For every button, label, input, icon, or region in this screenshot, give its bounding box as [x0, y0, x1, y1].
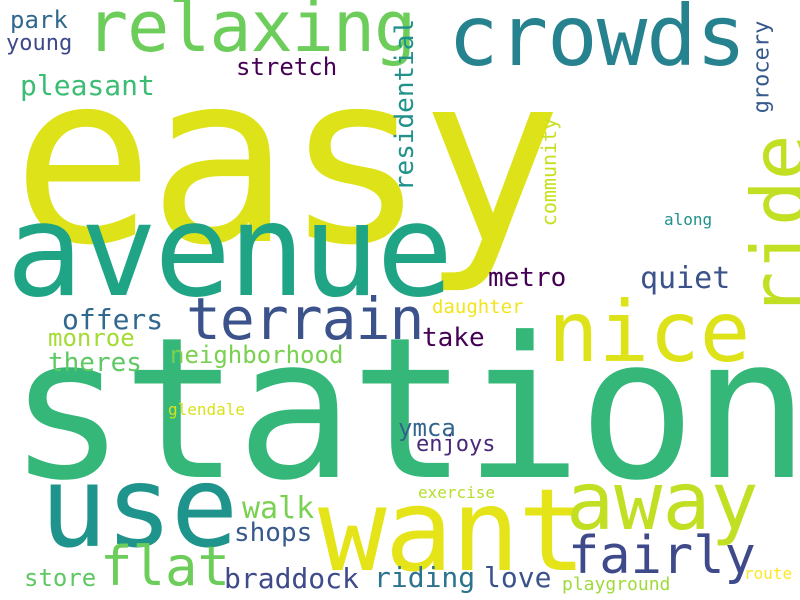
word-quiet: quiet: [640, 261, 731, 296]
word-community: community: [537, 117, 562, 227]
word-shops: shops: [234, 518, 313, 548]
word-route: route: [744, 564, 793, 583]
word-ymca: ymca: [398, 414, 456, 442]
word-relaxing: relaxing: [86, 0, 416, 68]
word-braddock: braddock: [224, 562, 359, 595]
word-flat: flat: [100, 535, 231, 598]
word-station: station: [8, 296, 800, 524]
word-easy: easy: [12, 22, 562, 297]
word-crowds: crowds: [448, 0, 746, 85]
word-along: along: [664, 210, 713, 229]
word-offers: offers: [62, 303, 164, 336]
word-fairly: fairly: [568, 526, 756, 586]
word-residential: residential: [390, 18, 421, 192]
word-park: park: [10, 6, 68, 34]
word-grocery: grocery: [749, 20, 775, 114]
word-avenue: avenue: [6, 177, 453, 326]
word-playground: playground: [562, 574, 671, 595]
word-stretch: stretch: [236, 53, 338, 81]
word-nice: nice: [548, 283, 751, 381]
word-love: love: [484, 561, 552, 594]
word-glendale: glendale: [168, 400, 246, 419]
word-monroe: monroe: [48, 324, 135, 352]
word-exercise: exercise: [418, 483, 496, 502]
word-terrain: terrain: [186, 285, 424, 353]
word-store: store: [24, 564, 97, 592]
word-theres: theres: [48, 348, 142, 378]
word-riding: riding: [374, 561, 476, 594]
word-enjoys: enjoys: [416, 432, 496, 457]
word-pleasant: pleasant: [20, 69, 155, 102]
word-away: away: [566, 455, 759, 548]
word-daughter: daughter: [432, 296, 524, 318]
word-use: use: [40, 443, 238, 573]
word-ride: ride: [734, 134, 800, 318]
word-want: want: [318, 464, 587, 597]
word-young: young: [6, 31, 73, 56]
word-neighborhood: neighborhood: [170, 341, 344, 369]
word-walk: walk: [242, 491, 315, 526]
word-take: take: [422, 323, 485, 353]
word-metro: metro: [488, 263, 567, 293]
